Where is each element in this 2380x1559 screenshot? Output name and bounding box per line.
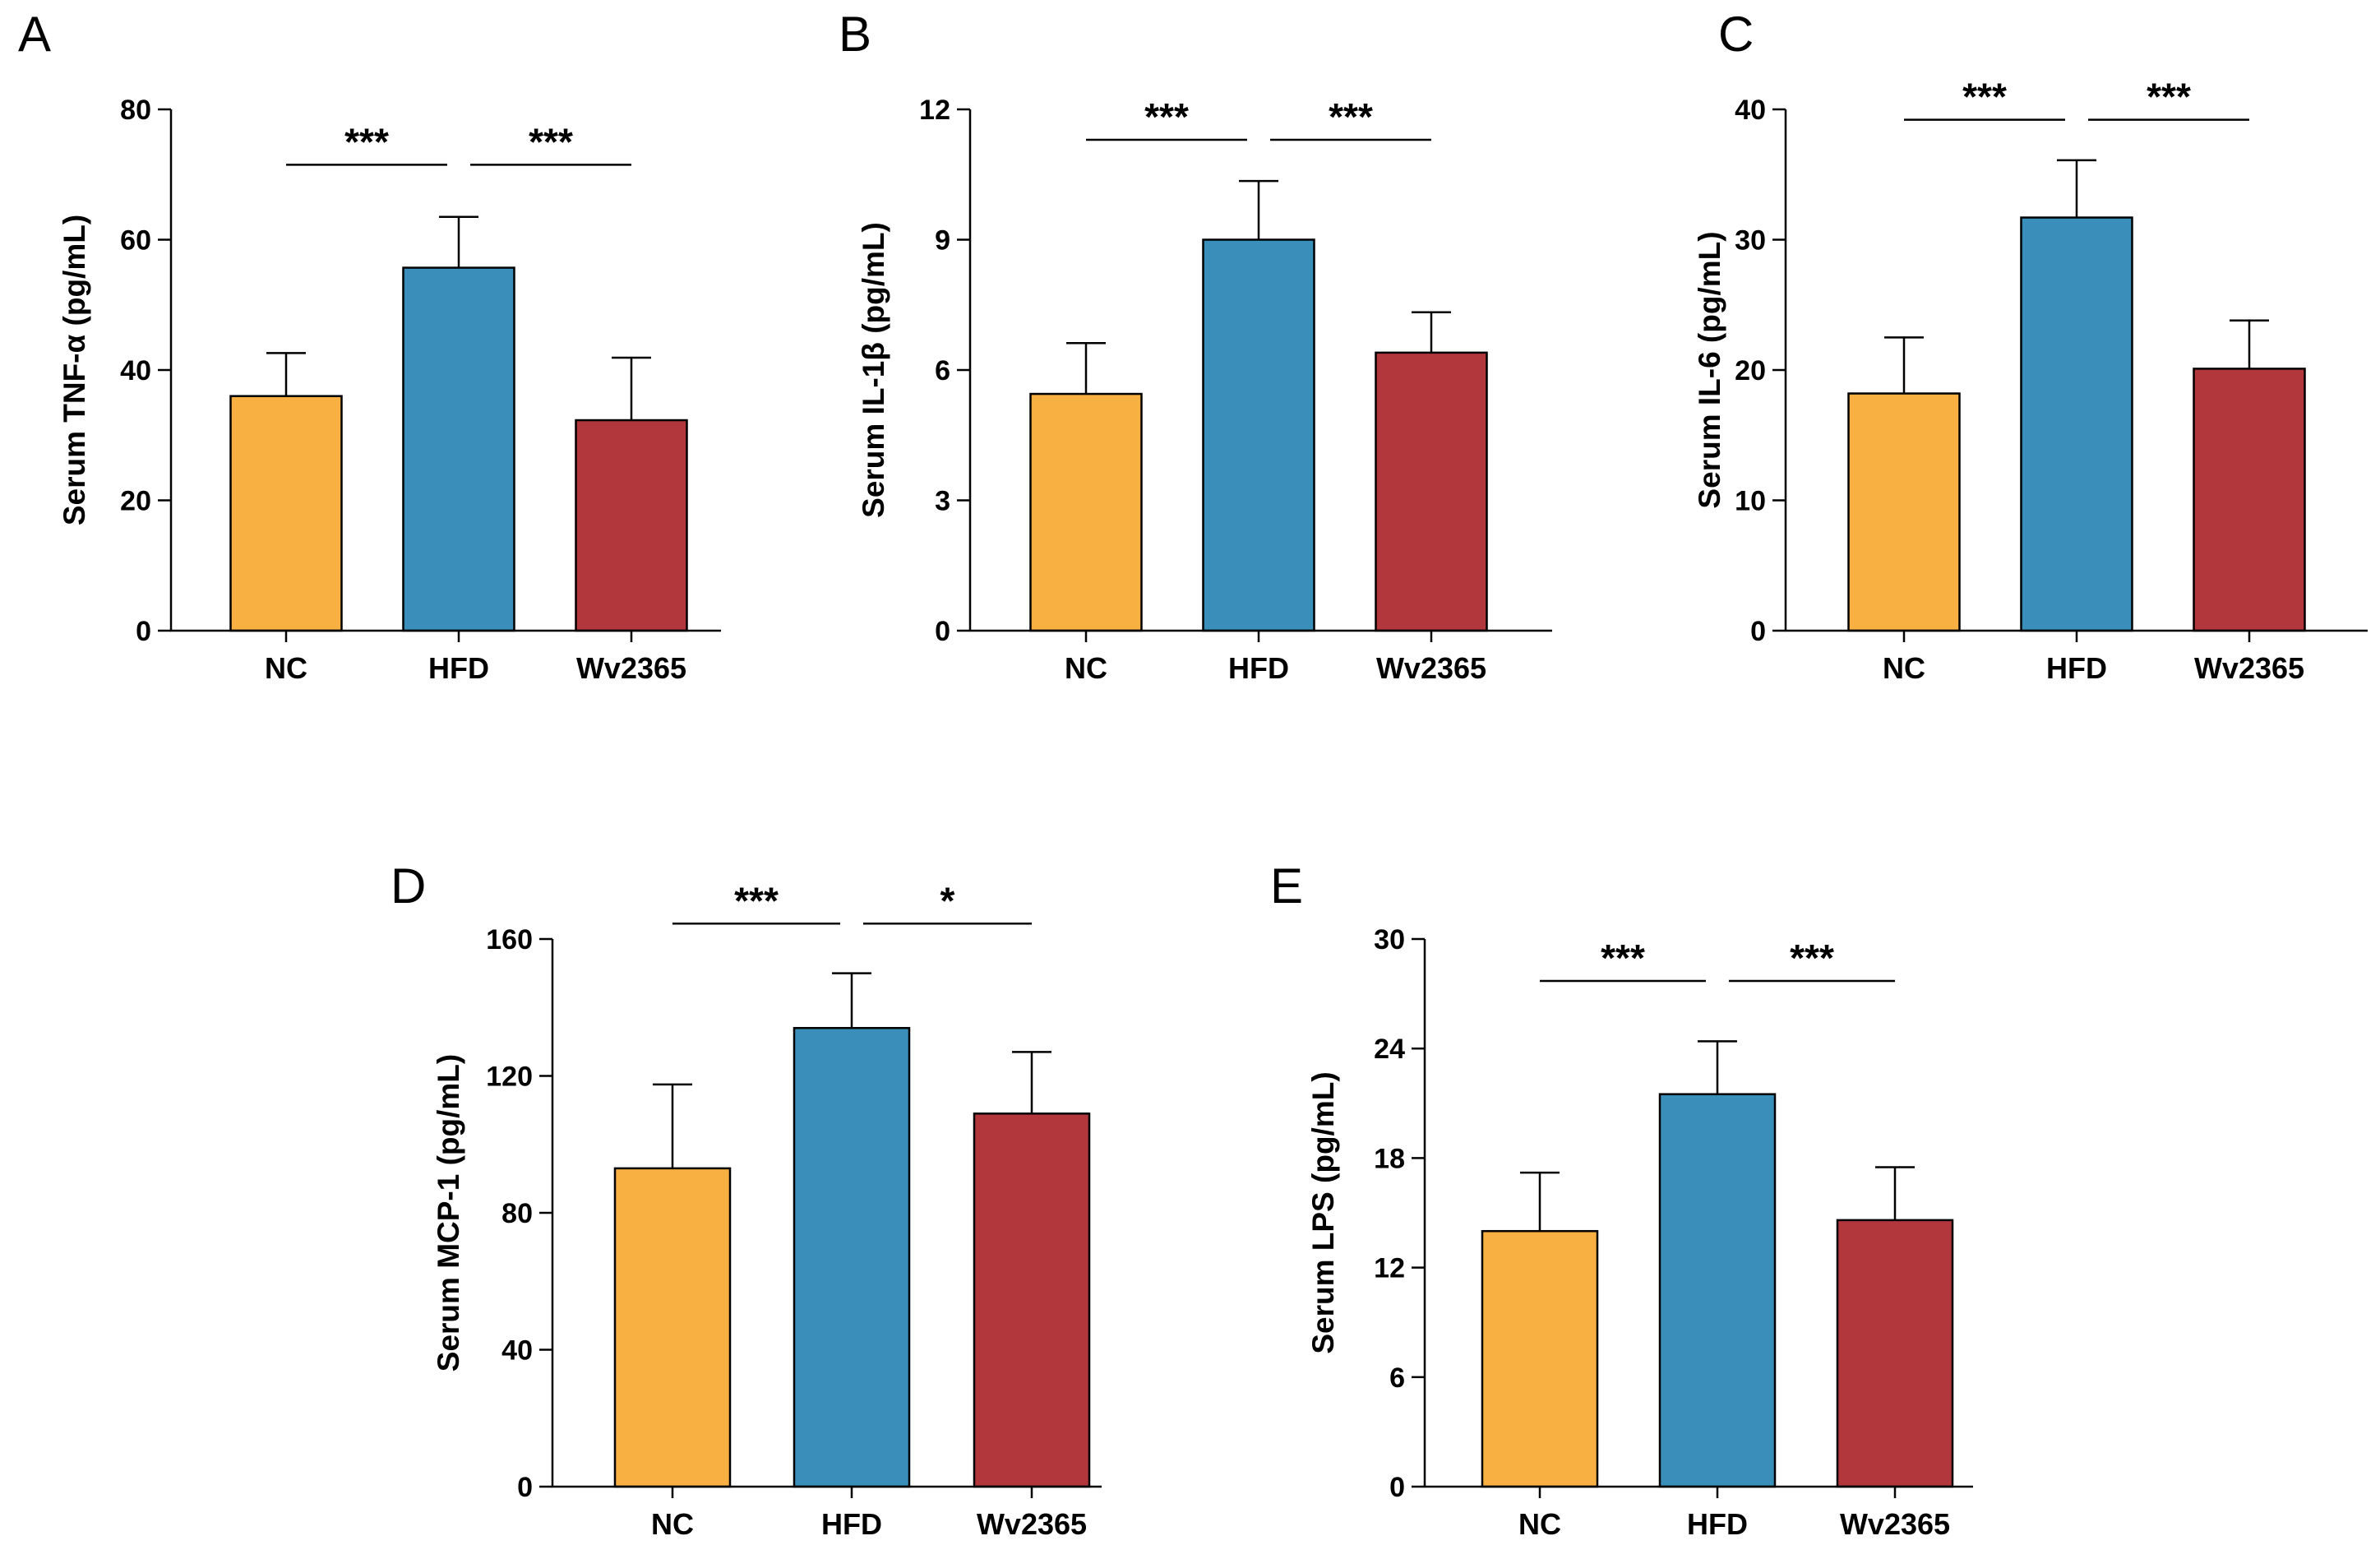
bar-wv2365 — [973, 1113, 1091, 1488]
bar-hfd — [1202, 238, 1315, 632]
y-tick-label: 60 — [120, 225, 151, 257]
y-tick-label: 30 — [1374, 924, 1405, 955]
bar-nc — [1481, 1229, 1599, 1488]
y-tick-label: 20 — [120, 486, 151, 517]
significance-label: *** — [344, 120, 389, 163]
chart-panel-c: C Serum IL-6 (pg/mL) NC HFD Wv2365 0 10 20 30 40 *… — [1693, 7, 2368, 685]
chart-panel-e: E Serum LPS (pg/mL) NC HFD Wv2365 0 6 12 18 24 30 *… — [1270, 858, 1973, 1541]
panel-letter: A — [18, 7, 51, 62]
y-axis-title: Serum LPS (pg/mL) — [1306, 1071, 1340, 1353]
x-tick-label-wv2365: Wv2365 — [2194, 651, 2304, 685]
panel-letter: C — [1718, 7, 1754, 62]
x-tick-label-nc: NC — [1518, 1507, 1561, 1541]
bar-nc — [229, 395, 343, 632]
x-tick-label-hfd: HFD — [821, 1507, 882, 1541]
bar-hfd — [2020, 216, 2133, 632]
y-tick-label: 12 — [1374, 1253, 1405, 1284]
y-axis-title: Serum TNF-α (pg/mL) — [58, 215, 91, 525]
y-axis-title: Serum IL-1β (pg/mL) — [857, 222, 890, 518]
x-tick-label-wv2365: Wv2365 — [1840, 1507, 1950, 1541]
y-tick-label: 20 — [1735, 355, 1766, 386]
significance-label: * — [940, 879, 955, 922]
significance-label: *** — [1790, 937, 1834, 979]
y-tick-label: 0 — [1750, 616, 1766, 647]
significance-label: *** — [1329, 95, 1373, 138]
x-tick-label-nc: NC — [1883, 651, 1925, 685]
chart-panel-a: A Serum TNF-α (pg/mL) NC HFD Wv2365 0 20 40 60 80… — [18, 7, 721, 685]
significance-label: *** — [2147, 76, 2191, 118]
y-tick-label: 10 — [1735, 486, 1766, 517]
bar-hfd — [793, 1026, 911, 1488]
x-tick-label-hfd: HFD — [1687, 1507, 1748, 1541]
x-tick-label-wv2365: Wv2365 — [977, 1507, 1087, 1541]
significance-label: *** — [734, 879, 779, 922]
significance-label: *** — [1601, 937, 1645, 979]
bar-nc — [1029, 392, 1143, 632]
x-tick-label-hfd: HFD — [428, 651, 489, 685]
bar-nc — [613, 1167, 732, 1488]
y-tick-label: 0 — [1389, 1472, 1405, 1503]
x-tick-label-hfd: HFD — [2046, 651, 2107, 685]
y-tick-label: 40 — [1735, 95, 1766, 126]
x-tick-label-wv2365: Wv2365 — [1376, 651, 1486, 685]
y-tick-label: 160 — [486, 924, 533, 955]
x-tick-label-wv2365: Wv2365 — [576, 651, 686, 685]
y-tick-label: 0 — [935, 616, 950, 647]
bar-hfd — [402, 266, 515, 632]
x-tick-label-nc: NC — [1065, 651, 1107, 685]
y-axis-title: Serum MCP-1 (pg/mL) — [432, 1054, 465, 1372]
significance-label: *** — [1144, 95, 1189, 138]
y-tick-label: 9 — [935, 225, 950, 257]
panel-letter: B — [839, 7, 871, 62]
y-tick-label: 120 — [486, 1062, 533, 1093]
y-tick-label: 30 — [1735, 225, 1766, 257]
panel-letter: E — [1270, 858, 1303, 914]
y-axis-title: Serum IL-6 (pg/mL) — [1693, 231, 1726, 508]
y-tick-label: 40 — [501, 1335, 533, 1367]
y-tick-label: 6 — [1389, 1362, 1405, 1394]
y-tick-label: 18 — [1374, 1143, 1405, 1174]
y-tick-label: 12 — [919, 95, 950, 126]
bar-wv2365 — [1375, 351, 1488, 632]
significance-label: *** — [1962, 76, 2007, 118]
panel-letter: D — [391, 858, 426, 914]
x-tick-label-hfd: HFD — [1228, 651, 1289, 685]
significance-label: *** — [529, 120, 573, 163]
chart-panel-d: D Serum MCP-1 (pg/mL) NC HFD Wv2365 0 40 80 120 1… — [391, 858, 1102, 1541]
chart-panel-b: B Serum IL-1β (pg/mL) NC HFD Wv2365 0 3 6 9 12 ***… — [839, 7, 1552, 685]
y-tick-label: 3 — [935, 486, 950, 517]
bar-nc — [1847, 392, 1961, 632]
y-tick-label: 0 — [136, 616, 151, 647]
x-tick-label-nc: NC — [265, 651, 307, 685]
bar-wv2365 — [2193, 368, 2306, 632]
y-tick-label: 24 — [1374, 1034, 1405, 1065]
bar-hfd — [1658, 1093, 1777, 1488]
y-tick-label: 6 — [935, 355, 950, 386]
y-tick-label: 80 — [120, 95, 151, 126]
x-tick-label-nc: NC — [651, 1507, 694, 1541]
bar-wv2365 — [1836, 1219, 1954, 1488]
y-tick-label: 0 — [517, 1472, 533, 1503]
y-tick-label: 40 — [120, 355, 151, 386]
bar-wv2365 — [575, 419, 688, 632]
y-tick-label: 80 — [501, 1198, 533, 1229]
